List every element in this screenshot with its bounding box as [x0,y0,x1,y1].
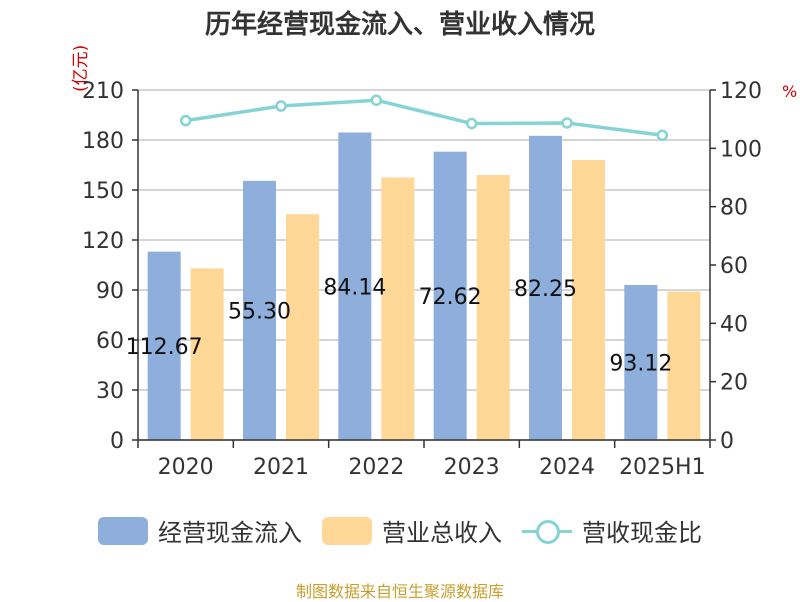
y-left-tick-label: 90 [96,279,124,304]
chart-title: 历年经营现金流入、营业收入情况 [204,10,595,40]
data-label-cash-inflow: 84.14 [323,275,386,300]
bar-revenue [381,177,415,440]
y-right-tick-label: 120 [720,79,762,104]
legend-item-cash-inflow[interactable]: 经营现金流入 [98,513,302,548]
data-label-cash-inflow: 82.25 [514,277,577,302]
bar-revenue [572,160,605,440]
point-ratio [275,100,287,112]
y-left-tick-label: 180 [82,129,124,154]
legend-swatch-revenue [322,516,372,545]
legend-label-revenue: 营业总收入 [382,519,502,547]
y-right-tick-label: 40 [720,312,748,337]
data-label-cash-inflow: 93.12 [609,352,672,377]
point-ratio [656,129,669,141]
y-left-tick-label: 0 [110,429,124,454]
point-ratio [370,94,383,106]
y-left-tick-label: 30 [96,379,124,404]
y-right-tick-label: 100 [720,137,762,162]
y-right-tick-label: 60 [720,254,748,279]
right-axis-unit: % [782,82,798,101]
point-ratio [465,117,478,130]
line-ratio [185,98,663,137]
bar-cash-inflow [624,285,658,440]
y-left-tick-label: 210 [82,79,124,104]
legend-swatch-ratio [522,517,572,545]
y-left-tick-label: 60 [96,329,124,354]
y-right-tick-label: 0 [720,429,734,454]
bar-cash-inflow [433,151,467,440]
bar-revenue [286,214,319,440]
bar-revenue [667,291,701,440]
bar-revenue [190,268,224,440]
y-right-tick-label: 80 [720,196,748,221]
point-ratio [179,114,192,127]
data-label-cash-inflow: 55.30 [228,299,291,324]
x-tick-label: 2022 [348,455,404,480]
x-tick-label: 2021 [253,455,309,480]
y-left-tick-label: 120 [82,229,124,254]
legend-label-cash-inflow: 经营现金流入 [158,519,302,547]
bar-revenue [476,175,510,440]
point-ratio [561,117,573,129]
bar-cash-inflow [338,132,372,440]
legend-swatch-cash-inflow [98,516,148,545]
legend-label-ratio: 营收现金比 [582,519,702,547]
source-note: 制图数据来自恒生聚源数据库 [295,582,504,601]
legend-item-ratio[interactable]: 营收现金比 [522,513,702,548]
chart-legend: 经营现金流入 营业总收入 营收现金比 [0,513,800,557]
x-tick-label: 2024 [539,455,595,480]
x-tick-label: 2020 [158,455,214,480]
data-label-cash-inflow: 72.62 [419,285,482,310]
bar-cash-inflow [529,135,562,441]
y-left-tick-label: 150 [82,179,124,204]
legend-item-revenue[interactable]: 营业总收入 [322,513,502,548]
x-tick-label: 2023 [444,455,500,480]
x-tick-label: 2025H1 [619,455,706,480]
data-label-cash-inflow: 112.67 [126,335,203,360]
y-right-tick-label: 20 [720,371,748,396]
bar-cash-inflow [147,251,181,440]
bar-cash-inflow [243,180,276,441]
